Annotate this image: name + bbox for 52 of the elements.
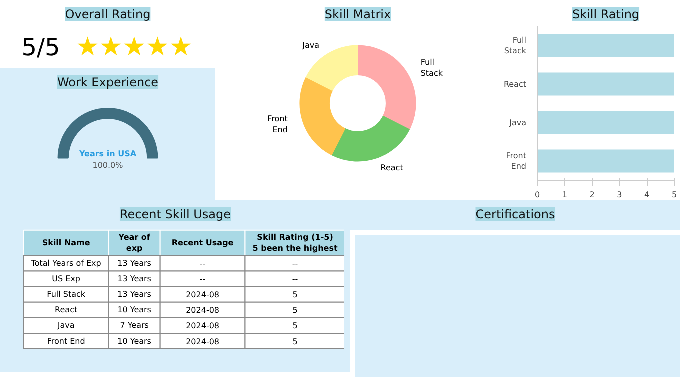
text: -- — [292, 259, 298, 268]
text: -- — [200, 275, 206, 284]
text: React — [55, 306, 78, 315]
x-tick-label: 3 — [617, 190, 622, 200]
y-tick-label: React — [504, 80, 527, 89]
x-tick-label: 1 — [562, 190, 568, 200]
text: -- — [292, 275, 298, 284]
slice-label: Java — [302, 41, 320, 50]
text: 5/5 — [22, 33, 60, 62]
text: 13 Years — [118, 290, 152, 300]
slice-label: Full Stack — [420, 58, 444, 78]
text: 5 — [292, 322, 298, 331]
text: 5 — [292, 306, 298, 316]
text: 2024-08 — [186, 290, 220, 300]
category-label: Skill Rating (1-5) 5 been the highest — [252, 233, 338, 253]
text: Certifications — [476, 208, 556, 222]
text: 10 Years — [118, 306, 152, 315]
y-tick-label: Front End — [506, 151, 526, 172]
text: 2024-08 — [186, 322, 220, 331]
category-label: Skill Name — [42, 238, 91, 248]
chart-title: Skill Rating — [572, 8, 640, 22]
chart-title: Work Experience — [57, 76, 159, 90]
text: Overall Rating — [65, 8, 151, 22]
text: Recent Skill Usage — [120, 208, 232, 222]
text: 5 — [292, 337, 298, 346]
slice-label: Years in USA — [78, 150, 138, 159]
text: 13 Years — [118, 274, 152, 284]
x-tick-label: 0 — [534, 190, 540, 200]
slice-label: React — [380, 163, 404, 172]
y-tick-label: Full Stack — [504, 36, 527, 56]
text: -- — [200, 259, 206, 268]
category-label: Year of exp — [118, 233, 151, 253]
text: Java — [58, 321, 75, 330]
text: Full Stack — [47, 290, 86, 300]
x-tick-label: 5 — [672, 190, 678, 200]
text: 10 Years — [118, 336, 152, 346]
text: ★★★★★ — [76, 32, 193, 62]
text: 13 Years — [118, 258, 152, 268]
text: 5 — [292, 290, 298, 300]
chart-title: Skill Matrix — [324, 8, 392, 22]
x-tick-label: 2 — [590, 190, 595, 200]
text: US Exp — [52, 274, 81, 284]
text: 2024-08 — [186, 306, 220, 316]
text: Front End — [47, 336, 86, 346]
text: 2024-08 — [186, 337, 220, 346]
data-label: 100.0% — [92, 160, 124, 170]
text: Total Years of Exp — [31, 258, 102, 268]
text: 7 Years — [120, 321, 149, 330]
category-label: Recent Usage — [172, 238, 234, 248]
x-tick-label: 4 — [644, 190, 650, 200]
y-tick-label: Java — [508, 118, 527, 128]
slice-label: Front End — [268, 114, 288, 134]
